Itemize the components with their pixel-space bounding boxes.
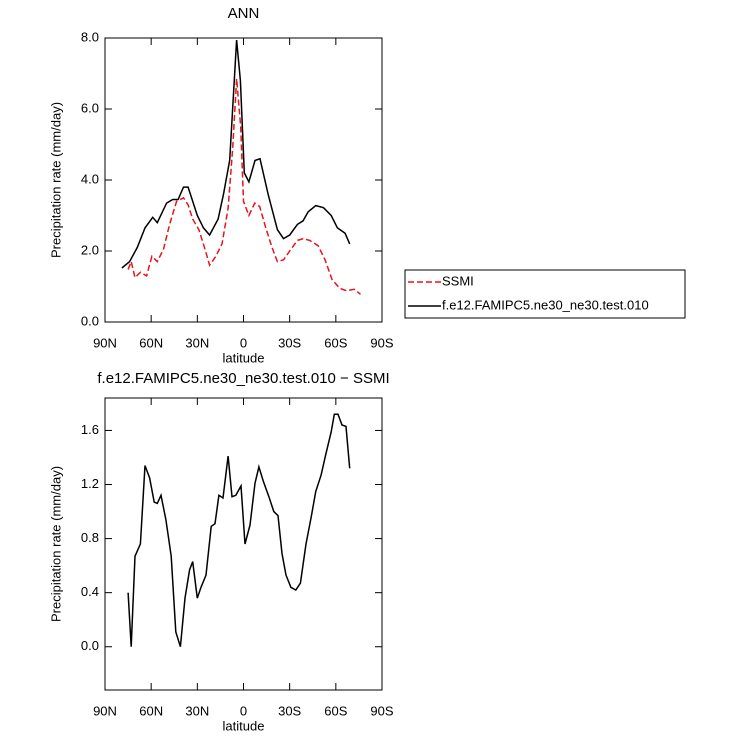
plot-frame (104, 397, 383, 691)
legend-label: SSMI (442, 273, 474, 288)
x-tick-label: 30S (278, 335, 301, 350)
data-line (127, 78, 361, 295)
y-tick-label: 0.8 (81, 530, 99, 545)
x-tick-label: 60N (139, 335, 163, 350)
plot-frame (104, 37, 383, 323)
y-axis-label: Precipitation rate (mm/day) (48, 466, 63, 622)
legend-label: f.e12.FAMIPC5.ne30_ne30.test.010 (442, 297, 649, 312)
x-tick-label: 0 (240, 703, 247, 718)
data-line (121, 40, 351, 269)
x-tick-label: 90S (370, 335, 393, 350)
x-tick-label: 90N (93, 335, 117, 350)
x-tick-label: 30N (185, 335, 209, 350)
chart-title: ANN (228, 5, 260, 22)
x-axis-label: latitude (223, 350, 265, 365)
x-axis-label: latitude (223, 718, 265, 733)
x-tick-label: 60S (324, 703, 347, 718)
y-tick-label: 6.0 (81, 100, 99, 115)
x-tick-label: 30S (278, 703, 301, 718)
y-tick-label: 1.2 (81, 476, 99, 491)
x-tick-label: 90N (93, 703, 117, 718)
y-tick-label: 4.0 (81, 171, 99, 186)
legend-box (404, 269, 686, 319)
y-tick-label: 0.4 (81, 584, 99, 599)
y-tick-label: 1.6 (81, 422, 99, 437)
y-tick-label: 0.0 (81, 638, 99, 653)
x-tick-label: 60N (139, 703, 163, 718)
x-tick-label: 90S (370, 703, 393, 718)
y-tick-label: 0.0 (81, 313, 99, 328)
data-line (127, 413, 351, 647)
x-tick-label: 30N (185, 703, 209, 718)
x-tick-label: 0 (240, 335, 247, 350)
y-tick-label: 8.0 (81, 29, 99, 44)
x-tick-label: 60S (324, 335, 347, 350)
y-axis-label: Precipitation rate (mm/day) (48, 102, 63, 258)
y-tick-label: 2.0 (81, 242, 99, 257)
chart-title: f.e12.FAMIPC5.ne30_ne30.test.010 − SSMI (97, 370, 389, 387)
